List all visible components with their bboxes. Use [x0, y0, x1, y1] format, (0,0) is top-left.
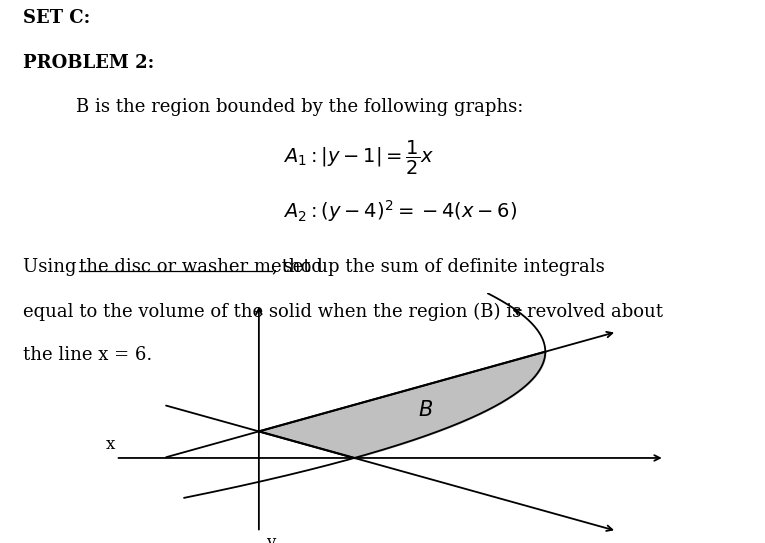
Text: $A_1:|y - 1| = \dfrac{1}{2}x$: $A_1:|y - 1| = \dfrac{1}{2}x$: [283, 138, 435, 176]
Text: the disc or washer method: the disc or washer method: [79, 258, 323, 276]
Text: $\mathit{B}$: $\mathit{B}$: [418, 400, 434, 420]
Text: , set up the sum of definite integrals: , set up the sum of definite integrals: [272, 258, 604, 276]
Text: equal to the volume of the solid when the region (B) is revolved about: equal to the volume of the solid when th…: [23, 302, 663, 320]
Text: B is the region bounded by the following graphs:: B is the region bounded by the following…: [76, 98, 524, 116]
Text: the line x = 6.: the line x = 6.: [23, 346, 152, 364]
Text: Using: Using: [23, 258, 82, 276]
Text: x: x: [106, 436, 116, 453]
Text: $A_2: (y - 4)^2 = -4(x - 6)$: $A_2: (y - 4)^2 = -4(x - 6)$: [283, 198, 517, 224]
Text: SET C:: SET C:: [23, 9, 90, 28]
Text: y: y: [266, 534, 275, 543]
Text: PROBLEM 2:: PROBLEM 2:: [23, 54, 155, 72]
